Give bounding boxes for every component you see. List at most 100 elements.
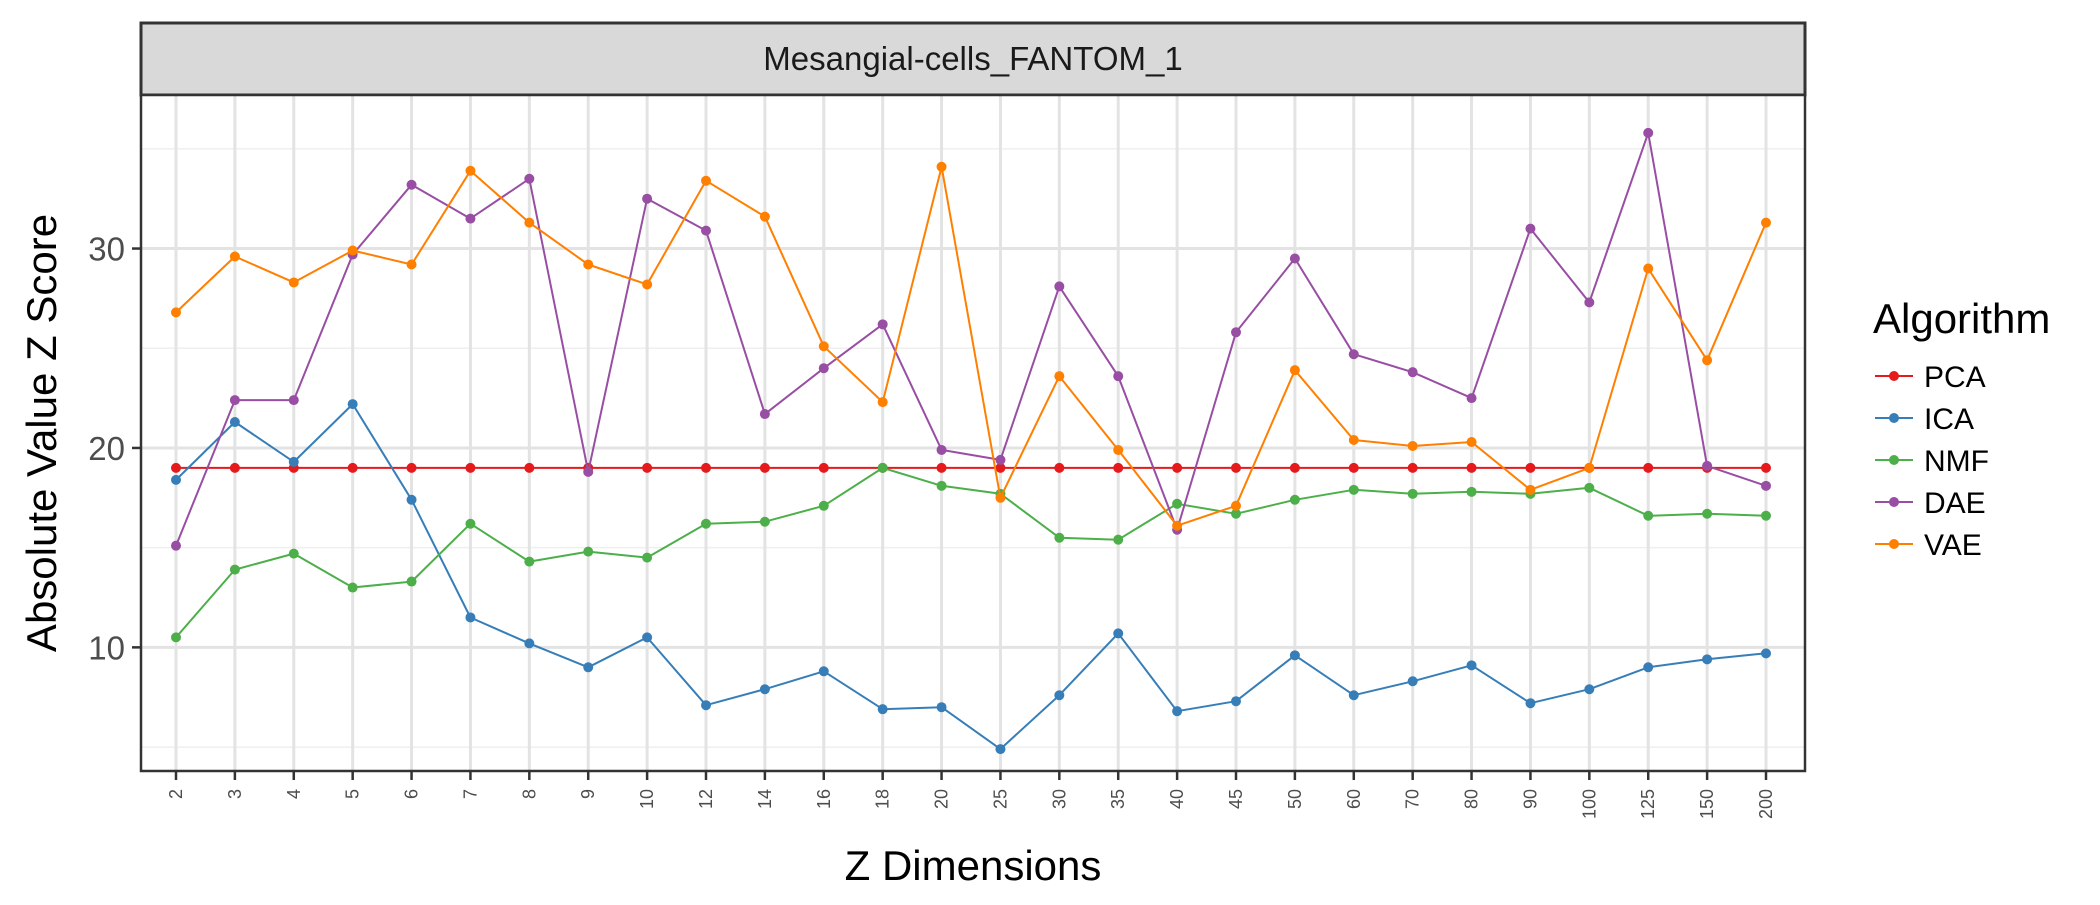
- data-point-pca: [406, 462, 417, 473]
- data-point-vae: [524, 217, 535, 228]
- data-point-ica: [1172, 706, 1183, 717]
- data-point-ica: [995, 744, 1006, 755]
- data-point-ica: [347, 399, 358, 410]
- series-layer: [171, 127, 1771, 755]
- data-point-ica: [701, 700, 711, 711]
- data-point-dae: [288, 395, 299, 406]
- x-tick-label: 7: [460, 789, 480, 799]
- data-point-ica: [1525, 698, 1536, 709]
- data-point-pca: [1643, 462, 1654, 473]
- x-tick-label: 2: [166, 789, 186, 799]
- data-point-dae: [877, 319, 888, 330]
- data-point-ica: [1466, 660, 1477, 671]
- x-tick-label: 16: [814, 789, 834, 809]
- data-point-ica: [1643, 662, 1654, 673]
- data-point-dae: [1761, 480, 1771, 491]
- data-point-vae: [1172, 520, 1183, 531]
- data-point-pca: [701, 462, 711, 473]
- data-point-dae: [583, 466, 594, 477]
- data-point-nmf: [936, 480, 947, 491]
- data-point-pca: [171, 462, 181, 473]
- x-tick-label: 90: [1520, 789, 1540, 809]
- data-point-pca: [1525, 462, 1536, 473]
- data-point-ica: [1761, 648, 1771, 659]
- data-point-ica: [288, 456, 299, 467]
- data-point-vae: [347, 245, 358, 256]
- data-point-pca: [1172, 462, 1183, 473]
- y-tick-label: 10: [88, 629, 125, 666]
- data-point-dae: [1113, 371, 1124, 382]
- data-point-pca: [347, 462, 358, 473]
- x-tick-label: 70: [1403, 789, 1423, 809]
- legend-marker-dae: [1889, 497, 1899, 507]
- data-point-vae: [1466, 436, 1477, 447]
- x-tick-label: 150: [1697, 789, 1717, 819]
- data-point-dae: [701, 225, 711, 236]
- legend-label-pca: PCA: [1924, 361, 1986, 394]
- data-point-pca: [642, 462, 653, 473]
- legend-title: Algorithm: [1873, 295, 2050, 342]
- data-point-pca: [818, 462, 829, 473]
- data-point-dae: [465, 213, 476, 224]
- x-tick-label: 12: [696, 789, 716, 809]
- x-tick-label: 3: [225, 789, 245, 799]
- legend-marker-pca: [1889, 371, 1899, 381]
- data-point-pca: [465, 462, 476, 473]
- data-point-pca: [995, 462, 1006, 473]
- legend-marker-nmf: [1889, 455, 1899, 465]
- x-tick-label: 10: [637, 789, 657, 809]
- data-point-nmf: [642, 552, 653, 563]
- data-point-ica: [759, 684, 770, 695]
- x-tick-label: 8: [519, 789, 539, 799]
- data-point-nmf: [347, 582, 358, 593]
- data-point-dae: [229, 395, 240, 406]
- data-point-nmf: [1113, 534, 1124, 545]
- data-point-vae: [1702, 355, 1713, 366]
- data-point-nmf: [1761, 510, 1771, 521]
- data-point-pca: [1113, 462, 1124, 473]
- data-point-pca: [759, 462, 770, 473]
- data-point-pca: [1761, 462, 1771, 473]
- x-tick-label: 35: [1108, 789, 1128, 809]
- data-point-ica: [229, 417, 240, 428]
- data-point-nmf: [1348, 484, 1359, 495]
- data-point-nmf: [524, 556, 535, 567]
- x-tick-label: 4: [284, 789, 304, 799]
- data-point-dae: [1466, 393, 1477, 404]
- data-point-vae: [1231, 500, 1241, 511]
- data-point-dae: [995, 454, 1006, 465]
- plot-panel: [141, 95, 1805, 771]
- data-point-nmf: [877, 462, 888, 473]
- x-tick-label: 6: [402, 789, 422, 799]
- data-point-dae: [642, 193, 653, 204]
- data-point-vae: [1643, 263, 1654, 274]
- legend: Algorithm PCA ICA NMF DAE VAE: [1873, 295, 2050, 562]
- data-point-dae: [759, 409, 770, 420]
- data-point-vae: [465, 165, 476, 176]
- x-tick-label: 50: [1285, 789, 1305, 809]
- data-point-pca: [1466, 462, 1477, 473]
- data-point-nmf: [1054, 532, 1065, 543]
- data-point-vae: [1289, 365, 1300, 376]
- x-tick-label: 30: [1049, 789, 1069, 809]
- data-point-dae: [818, 363, 829, 374]
- x-tick-label: 125: [1638, 789, 1658, 819]
- data-point-vae: [818, 341, 829, 352]
- legend-label-vae: VAE: [1924, 529, 1982, 562]
- data-point-dae: [171, 540, 181, 551]
- data-point-ica: [171, 474, 181, 485]
- x-axis-title: Z Dimensions: [845, 842, 1102, 889]
- data-point-nmf: [583, 546, 594, 557]
- data-point-vae: [406, 259, 417, 270]
- data-point-vae: [995, 492, 1006, 503]
- data-point-pca: [1231, 462, 1241, 473]
- data-point-ica: [1348, 690, 1359, 701]
- data-point-vae: [229, 251, 240, 262]
- x-tick-label: 5: [343, 789, 363, 799]
- data-point-nmf: [1466, 486, 1477, 497]
- legend-label-nmf: NMF: [1924, 445, 1989, 478]
- data-point-vae: [759, 211, 770, 222]
- data-point-nmf: [1702, 508, 1713, 519]
